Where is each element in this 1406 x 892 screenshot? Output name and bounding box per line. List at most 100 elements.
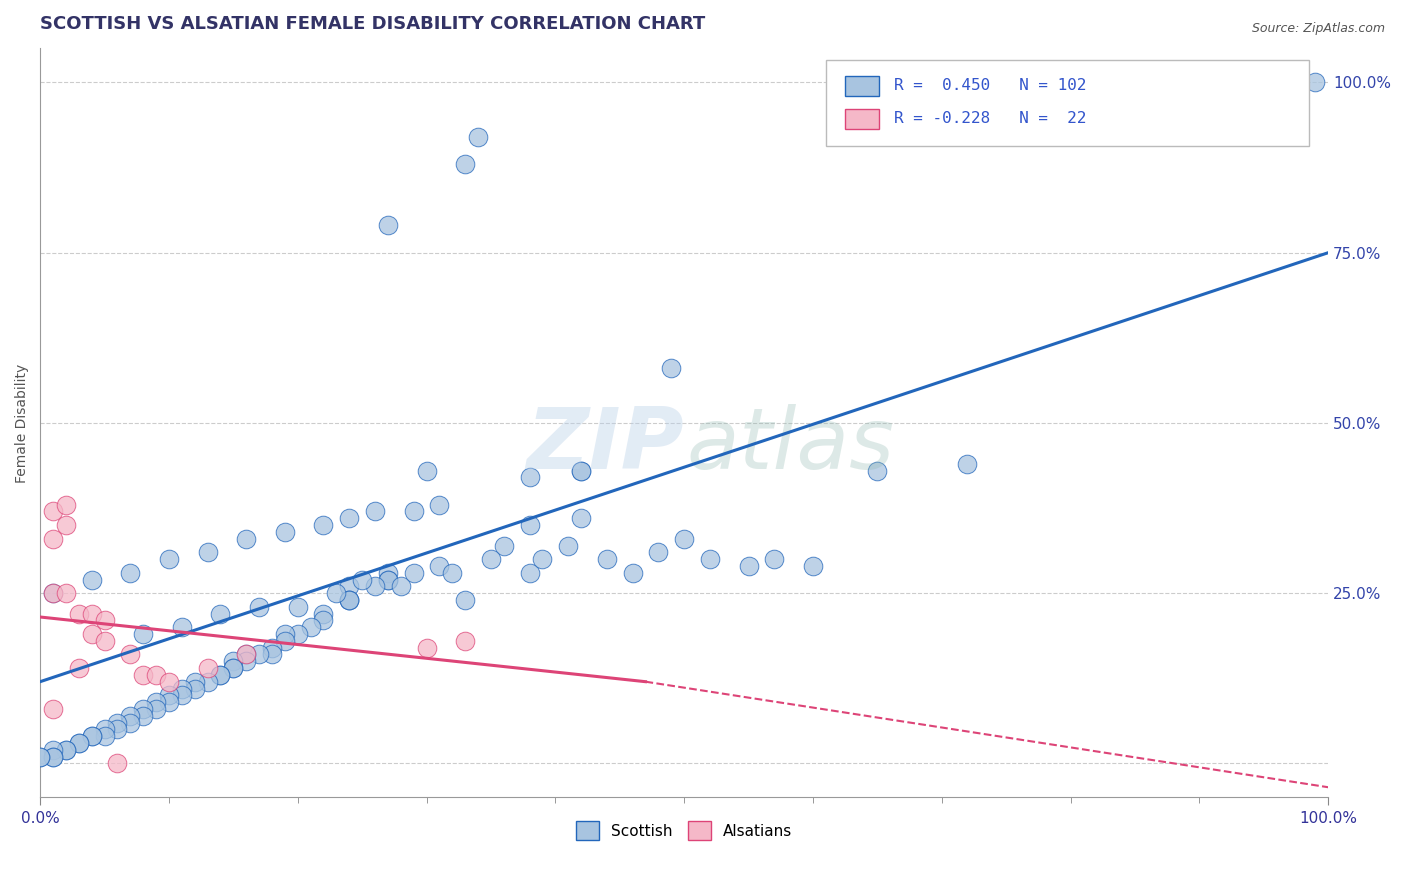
- Point: [337, 593, 360, 607]
- Point: [132, 702, 155, 716]
- Point: [120, 566, 142, 580]
- Point: [569, 464, 592, 478]
- Point: [157, 552, 180, 566]
- Point: [235, 648, 257, 662]
- Point: [55, 498, 77, 512]
- Point: [145, 695, 167, 709]
- FancyBboxPatch shape: [845, 109, 879, 128]
- Text: Source: ZipAtlas.com: Source: ZipAtlas.com: [1251, 22, 1385, 36]
- FancyBboxPatch shape: [825, 60, 1309, 145]
- Point: [531, 552, 554, 566]
- Point: [569, 464, 592, 478]
- Point: [312, 614, 335, 628]
- Point: [389, 579, 412, 593]
- Point: [197, 674, 219, 689]
- Point: [659, 361, 682, 376]
- Point: [183, 674, 205, 689]
- Point: [42, 504, 65, 518]
- Point: [454, 633, 477, 648]
- Point: [377, 566, 399, 580]
- Point: [157, 688, 180, 702]
- Point: [364, 504, 387, 518]
- Point: [763, 552, 786, 566]
- Point: [197, 545, 219, 559]
- Point: [157, 674, 180, 689]
- Point: [209, 668, 232, 682]
- Point: [197, 661, 219, 675]
- Point: [67, 661, 90, 675]
- Point: [247, 648, 270, 662]
- Point: [415, 640, 437, 655]
- Point: [402, 566, 425, 580]
- Point: [429, 498, 451, 512]
- Point: [120, 648, 142, 662]
- Point: [170, 681, 193, 696]
- Point: [80, 729, 103, 743]
- Point: [93, 614, 115, 628]
- Point: [519, 566, 541, 580]
- Point: [364, 579, 387, 593]
- Point: [377, 219, 399, 233]
- Point: [260, 648, 283, 662]
- Point: [287, 599, 309, 614]
- Point: [519, 518, 541, 533]
- Point: [352, 573, 374, 587]
- Point: [93, 723, 115, 737]
- Point: [145, 702, 167, 716]
- Point: [377, 573, 399, 587]
- Point: [274, 524, 297, 539]
- Point: [337, 593, 360, 607]
- Point: [557, 539, 579, 553]
- Point: [415, 464, 437, 478]
- Point: [492, 539, 515, 553]
- Point: [105, 756, 128, 771]
- Point: [1303, 75, 1326, 89]
- Point: [454, 593, 477, 607]
- Point: [235, 532, 257, 546]
- Point: [183, 681, 205, 696]
- Point: [956, 457, 979, 471]
- Point: [30, 749, 52, 764]
- Point: [67, 736, 90, 750]
- Point: [132, 708, 155, 723]
- Point: [157, 695, 180, 709]
- Point: [93, 633, 115, 648]
- Point: [287, 627, 309, 641]
- Point: [274, 633, 297, 648]
- Point: [67, 736, 90, 750]
- Point: [105, 723, 128, 737]
- Text: atlas: atlas: [686, 404, 894, 487]
- Point: [55, 743, 77, 757]
- Point: [801, 558, 824, 573]
- Point: [42, 743, 65, 757]
- Point: [235, 654, 257, 668]
- Point: [596, 552, 619, 566]
- Text: R =  0.450   N = 102: R = 0.450 N = 102: [894, 78, 1087, 93]
- Point: [93, 729, 115, 743]
- Point: [132, 627, 155, 641]
- Point: [170, 620, 193, 634]
- Point: [42, 532, 65, 546]
- Point: [312, 607, 335, 621]
- Text: SCOTTISH VS ALSATIAN FEMALE DISABILITY CORRELATION CHART: SCOTTISH VS ALSATIAN FEMALE DISABILITY C…: [41, 15, 706, 33]
- Point: [42, 586, 65, 600]
- Text: ZIP: ZIP: [526, 404, 685, 487]
- Point: [866, 464, 889, 478]
- Point: [30, 749, 52, 764]
- Point: [105, 715, 128, 730]
- Point: [337, 593, 360, 607]
- Legend: Scottish, Alsatians: Scottish, Alsatians: [569, 815, 799, 846]
- Point: [479, 552, 502, 566]
- Point: [312, 518, 335, 533]
- Point: [235, 648, 257, 662]
- Point: [42, 702, 65, 716]
- Point: [170, 688, 193, 702]
- Point: [222, 654, 245, 668]
- Point: [222, 661, 245, 675]
- Point: [132, 668, 155, 682]
- Point: [402, 504, 425, 518]
- Point: [673, 532, 696, 546]
- Point: [80, 573, 103, 587]
- Point: [699, 552, 721, 566]
- Point: [80, 627, 103, 641]
